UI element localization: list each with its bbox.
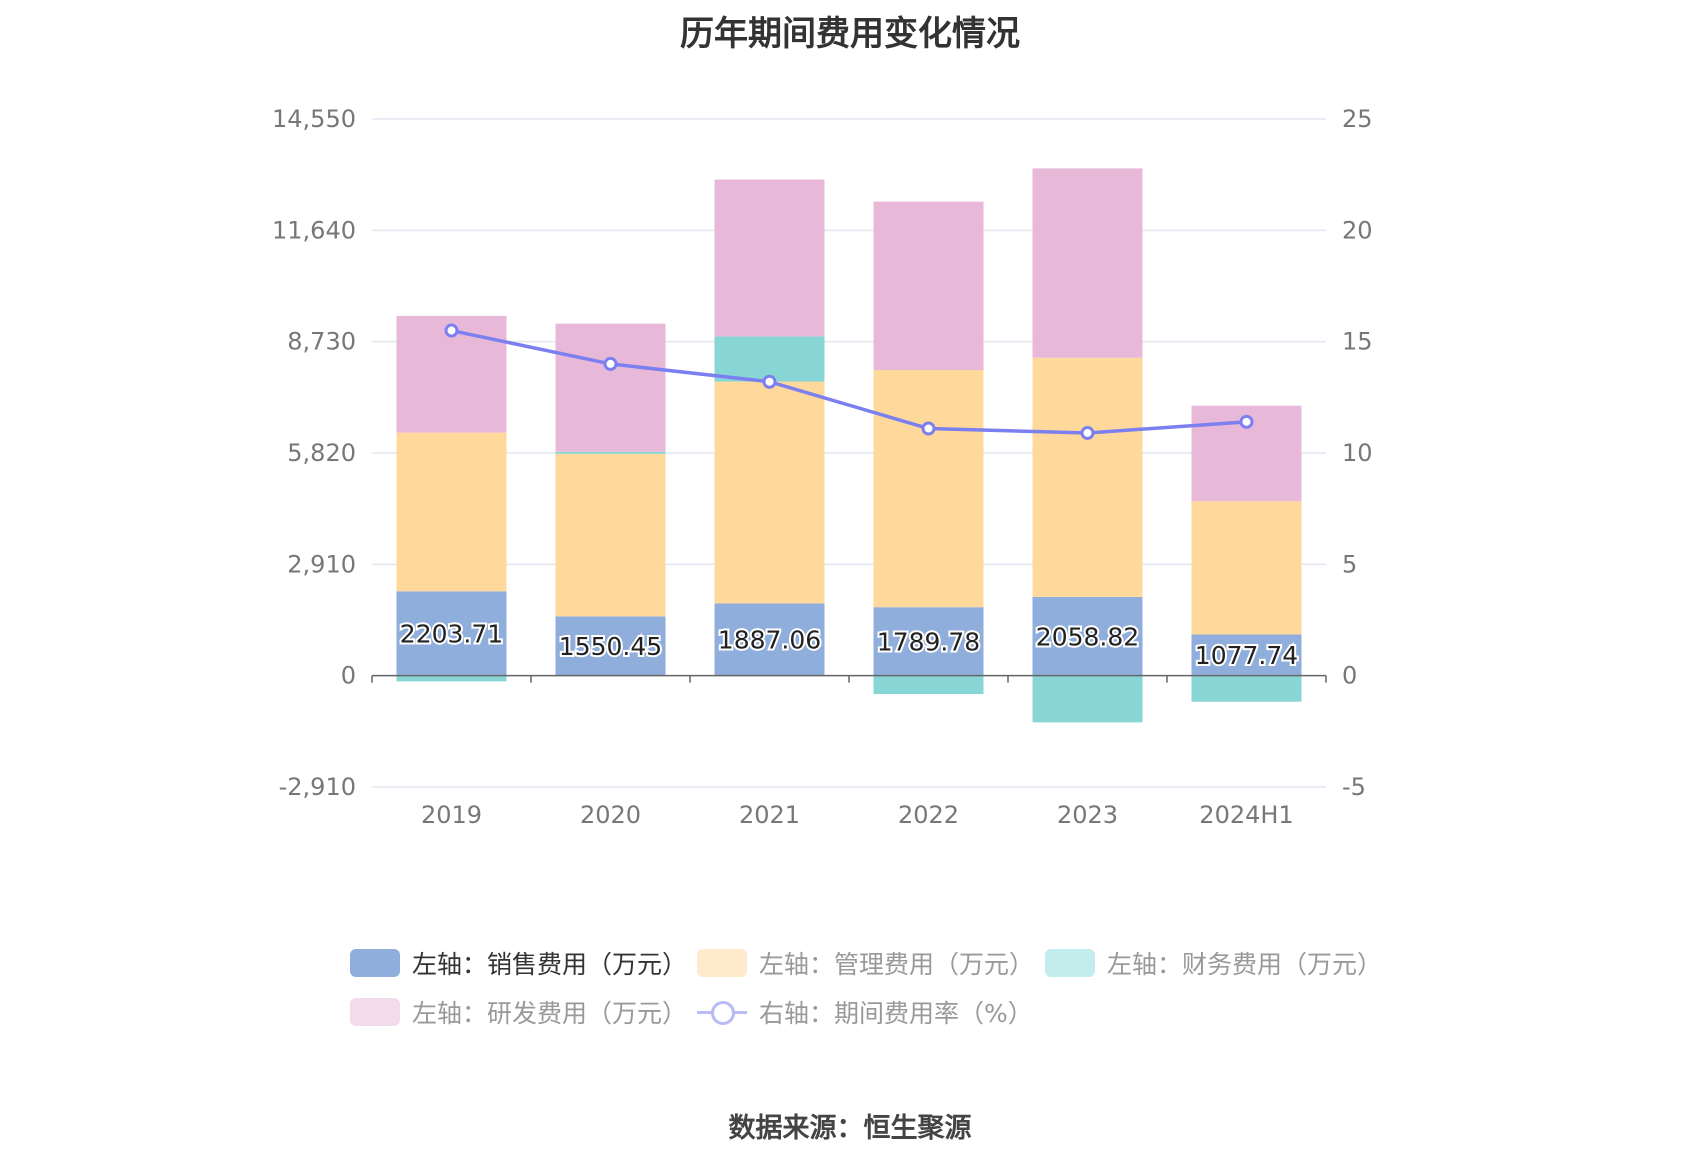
bar-segment bbox=[1032, 168, 1143, 358]
x-tick-label: 2022 bbox=[898, 801, 959, 829]
x-tick-label: 2019 bbox=[421, 801, 482, 829]
right-tick-label: 5 bbox=[1342, 550, 1357, 578]
legend-swatch-rate bbox=[697, 998, 747, 1026]
legend-label-sales: 左轴：销售费用（万元） bbox=[412, 950, 688, 979]
legend-swatch-sales bbox=[350, 949, 400, 977]
bar-segment bbox=[714, 381, 825, 604]
chart-canvas: -2,910 0 2,910 5,820 8,730 11,640 14,550 -5 0 5 10… bbox=[272, 105, 1373, 829]
right-tick-label: -5 bbox=[1342, 773, 1366, 801]
bar-segment bbox=[873, 675, 984, 695]
bar-segment bbox=[1032, 357, 1143, 597]
data-label: 1789.78 bbox=[877, 627, 980, 656]
legend-swatch-admin bbox=[697, 949, 747, 977]
bar-segment bbox=[396, 675, 507, 682]
bar-segment bbox=[555, 451, 666, 454]
bar-segment bbox=[1032, 675, 1143, 723]
rate-line bbox=[451, 328, 1247, 435]
left-tick-label: 0 bbox=[341, 662, 356, 690]
right-tick-label: 10 bbox=[1342, 439, 1373, 467]
x-tick-label: 2021 bbox=[739, 801, 800, 829]
data-label: 1077.74 bbox=[1195, 641, 1298, 670]
legend-swatch-finance bbox=[1045, 949, 1095, 977]
bar-segment bbox=[1191, 634, 1302, 676]
data-label: 2058.82 bbox=[1036, 622, 1139, 651]
bar-segment bbox=[1191, 501, 1302, 635]
left-tick-label: 8,730 bbox=[287, 328, 356, 356]
legend-label-rnd: 左轴：研发费用（万元） bbox=[412, 999, 688, 1028]
right-tick-label: 0 bbox=[1342, 662, 1357, 690]
data-label: 1550.45 bbox=[559, 632, 662, 661]
rate-point bbox=[762, 374, 777, 389]
left-tick-label: 2,910 bbox=[287, 550, 356, 578]
bar-segment bbox=[873, 607, 984, 676]
bar-segment bbox=[555, 323, 666, 452]
data-source: 数据来源：恒生聚源 bbox=[728, 1113, 972, 1144]
rate-point bbox=[603, 356, 618, 371]
right-tick-label: 15 bbox=[1342, 328, 1373, 356]
bar-segment bbox=[396, 591, 507, 676]
legend-label-admin: 左轴：管理费用（万元） bbox=[759, 950, 1035, 979]
legend-item-sales[interactable]: 左轴：销售费用（万元） bbox=[350, 945, 687, 981]
legend-item-rate[interactable]: 右轴：期间费用率（%） bbox=[697, 994, 1033, 1030]
bar-segment bbox=[555, 616, 666, 676]
left-tick-label: 5,820 bbox=[287, 439, 356, 467]
legend-swatch-rnd bbox=[350, 998, 400, 1026]
bar-segment bbox=[714, 179, 825, 337]
bar-segment bbox=[396, 432, 507, 592]
legend-item-finance[interactable]: 左轴：财务费用（万元） bbox=[1045, 945, 1382, 981]
bar-segment bbox=[1032, 596, 1143, 676]
bar-segment bbox=[873, 369, 984, 608]
right-tick-label: 25 bbox=[1342, 105, 1373, 133]
left-tick-label: 11,640 bbox=[272, 216, 356, 244]
bar-segment bbox=[714, 336, 825, 382]
left-tick-label: 14,550 bbox=[272, 105, 356, 133]
legend-item-admin[interactable]: 左轴：管理费用（万元） bbox=[697, 945, 1034, 981]
rate-point bbox=[444, 323, 459, 338]
bar-segment bbox=[714, 603, 825, 676]
data-label: 2203.71 bbox=[400, 620, 503, 649]
left-tick-label: -2,910 bbox=[279, 773, 356, 801]
bar-segment bbox=[1191, 675, 1302, 702]
chart-title: 历年期间费用变化情况 bbox=[680, 14, 1020, 54]
rate-point bbox=[921, 421, 936, 436]
x-tick-label: 2024H1 bbox=[1199, 801, 1293, 829]
x-tick-label: 2020 bbox=[580, 801, 641, 829]
right-tick-label: 20 bbox=[1342, 216, 1373, 244]
rate-point bbox=[1239, 414, 1254, 429]
legend-label-rate: 右轴：期间费用率（%） bbox=[759, 999, 1033, 1028]
bar-segment bbox=[555, 453, 666, 617]
bar-segment bbox=[873, 201, 984, 370]
legend-label-finance: 左轴：财务费用（万元） bbox=[1107, 950, 1383, 979]
data-label: 1887.06 bbox=[718, 626, 821, 655]
legend-item-rnd[interactable]: 左轴：研发费用（万元） bbox=[350, 994, 687, 1030]
x-tick-label: 2023 bbox=[1057, 801, 1118, 829]
rate-point bbox=[1080, 425, 1095, 440]
